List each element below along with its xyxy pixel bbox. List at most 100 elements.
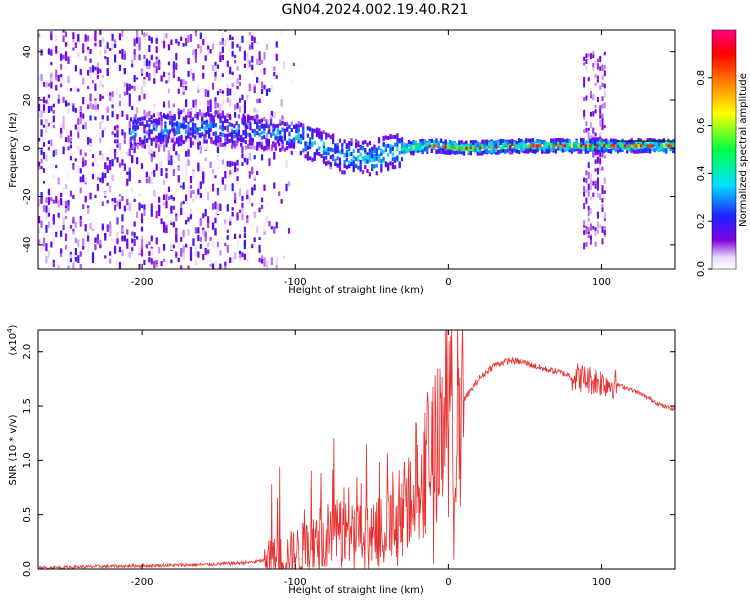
spectrogram-cell <box>258 125 261 130</box>
spectrogram-cell <box>150 156 153 163</box>
spectrogram-cell <box>357 155 360 160</box>
spectrogram-cell <box>585 140 588 144</box>
spectrogram-cell <box>419 143 422 148</box>
spectrogram-cell <box>82 161 85 168</box>
spectrogram-cell <box>276 139 280 144</box>
spectrogram-cell <box>123 136 126 142</box>
spectrogram-cell <box>133 232 136 238</box>
spectrogram-cell <box>79 111 82 118</box>
spectrogram-cell <box>547 142 551 147</box>
spectrogram-cell <box>458 147 461 152</box>
spectrogram-cell <box>538 139 541 144</box>
spectrogram-cell <box>62 123 65 129</box>
spectrogram-cell <box>42 142 46 147</box>
spectrogram-cell <box>601 113 604 121</box>
spectrogram-cell <box>653 143 656 148</box>
spectrogram-cell <box>60 88 63 97</box>
spectrogram-cell <box>167 154 171 161</box>
spectrogram-cell <box>359 146 362 151</box>
spectrogram-cell <box>57 122 60 128</box>
spectrogram-cell <box>182 200 185 205</box>
spectrogram-cell <box>209 259 212 264</box>
colorbar-tick-label: 0.8 <box>696 70 707 86</box>
spectrogram-cell <box>260 89 264 94</box>
spectrogram-cell <box>499 149 502 154</box>
spectrogram-cell <box>187 265 190 269</box>
spectrogram-cell <box>244 123 247 128</box>
spectrogram-cell <box>359 164 362 169</box>
spectrogram-cell <box>327 151 330 156</box>
spectrogram-cell <box>40 158 43 164</box>
spectrogram-cell <box>508 147 512 152</box>
spectrogram-cell <box>69 190 73 197</box>
spectrogram-cell <box>256 77 259 83</box>
spectrogram-cell <box>228 122 231 127</box>
spectrogram-cell <box>101 37 104 43</box>
spectrogram-cell <box>167 88 171 94</box>
spectrogram-cell <box>165 168 168 172</box>
spectrogram-cell <box>276 136 280 141</box>
spectrogram-cell <box>140 249 144 257</box>
spectrogram-cell <box>348 144 351 149</box>
spectrogram-cell <box>42 124 46 128</box>
spectrogram-cell <box>601 151 604 158</box>
spectrogram-cell <box>256 121 259 129</box>
spectrogram-cell <box>292 62 295 67</box>
spectrogram-cell <box>283 255 286 260</box>
spectrogram-cell <box>304 142 307 147</box>
spectrogram-cell <box>435 139 438 144</box>
spectrogram-cell <box>94 66 97 71</box>
spectrogram-cell <box>273 226 276 234</box>
spectrogram-cell <box>133 140 136 145</box>
spectrogram-cell <box>150 209 153 217</box>
spectrogram-cell <box>601 187 604 195</box>
spectrogram-cell <box>350 151 353 156</box>
spectrogram-cell <box>288 131 291 136</box>
spectrogram-cell <box>60 63 63 70</box>
spectrogram-cell <box>167 74 171 83</box>
spectrogram-cell <box>133 146 136 154</box>
spectrogram-cell <box>655 146 659 151</box>
spectrogram-cell <box>148 241 151 245</box>
spectrogram-cell <box>47 212 50 217</box>
spectrogram-cell <box>185 118 188 123</box>
spectrogram-cell <box>189 212 193 220</box>
spectrogram-cell <box>199 145 202 154</box>
spectrogram-cell <box>522 146 525 151</box>
spectrogram-cell <box>177 76 180 82</box>
spectrogram-cell <box>221 110 224 115</box>
spectrogram-cell <box>322 156 326 161</box>
spectrogram-cell <box>148 117 151 122</box>
spectrogram-cell <box>391 162 394 167</box>
spectrogram-cell <box>67 102 70 106</box>
spectrogram-cell <box>155 210 158 219</box>
spectrogram-cell <box>545 141 548 146</box>
spectrogram-cell <box>396 140 399 145</box>
spectrogram-cell <box>265 88 269 96</box>
spectrogram-cell <box>258 119 261 124</box>
spectrogram-cell <box>157 119 160 124</box>
spectrogram-cell <box>172 205 175 210</box>
spectrogram-cell <box>407 148 410 153</box>
spectrogram-cell <box>322 144 326 149</box>
y-tick-label: -40 <box>22 237 33 253</box>
spectrogram-cell <box>224 39 227 47</box>
spectrogram-cell <box>248 152 251 161</box>
spectrogram-cell <box>219 125 222 130</box>
spectrogram-cell <box>345 165 348 170</box>
spectrogram-cell <box>84 195 87 200</box>
spectrogram-cell <box>594 183 597 189</box>
spectrogram-cell <box>40 149 43 155</box>
spectrogram-cell <box>483 139 486 144</box>
spectrogram-cell <box>126 198 129 206</box>
spectrogram-cell <box>180 187 183 193</box>
spectrogram-cell <box>241 202 244 208</box>
spectrogram-cell <box>357 157 360 162</box>
spectrogram-cell <box>50 197 53 202</box>
spectrogram-cell <box>508 150 512 155</box>
spectrogram-cell <box>283 61 286 70</box>
spectrogram-cell <box>318 146 321 151</box>
spectrogram-cell <box>155 139 158 144</box>
spectrogram-cell <box>583 56 586 61</box>
